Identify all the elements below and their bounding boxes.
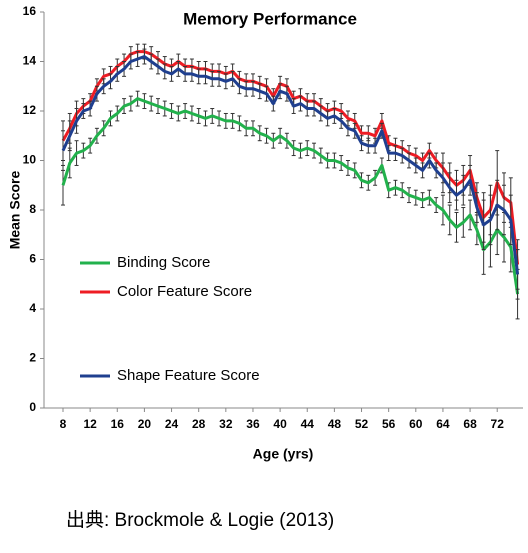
x-tick-label: 60	[409, 417, 423, 431]
source: 出典: Brockmole & Logie (2013)	[66, 509, 334, 531]
y-axis-label: Mean Score	[7, 170, 23, 249]
x-tick-label: 8	[60, 417, 67, 431]
chart-title: Memory Performance	[183, 9, 357, 28]
x-tick-label: 40	[273, 417, 287, 431]
y-tick-label: 10	[23, 153, 37, 167]
series-line	[61, 55, 520, 275]
x-tick-label: 44	[301, 417, 315, 431]
y-tick-label: 6	[29, 252, 36, 266]
legend-label: Binding Score	[117, 254, 210, 271]
x-tick-label: 32	[219, 417, 233, 431]
y-tick-label: 0	[29, 400, 36, 414]
x-tick-label: 36	[246, 417, 260, 431]
x-tick-label: 68	[463, 417, 477, 431]
y-tick-label: 2	[29, 351, 36, 365]
x-tick-label: 72	[491, 417, 505, 431]
y-tick-label: 8	[29, 202, 36, 216]
x-tick-label: 48	[328, 417, 342, 431]
legend-label: Color Feature Score	[117, 283, 252, 300]
x-axis-label: Age (yrs)	[253, 446, 314, 462]
x-tick-label: 52	[355, 417, 369, 431]
x-tick-label: 56	[382, 417, 396, 431]
x-tick-label: 24	[165, 417, 179, 431]
y-tick-label: 4	[29, 301, 36, 315]
x-tick-label: 28	[192, 417, 206, 431]
x-tick-label: 16	[111, 417, 125, 431]
x-tick-label: 20	[138, 417, 152, 431]
y-tick-label: 12	[23, 103, 37, 117]
legend-label: Shape Feature Score	[117, 367, 260, 384]
series-line	[61, 97, 520, 295]
x-tick-label: 64	[436, 417, 450, 431]
y-tick-label: 16	[23, 4, 37, 18]
y-tick-label: 14	[23, 54, 37, 68]
x-tick-label: 12	[83, 417, 97, 431]
